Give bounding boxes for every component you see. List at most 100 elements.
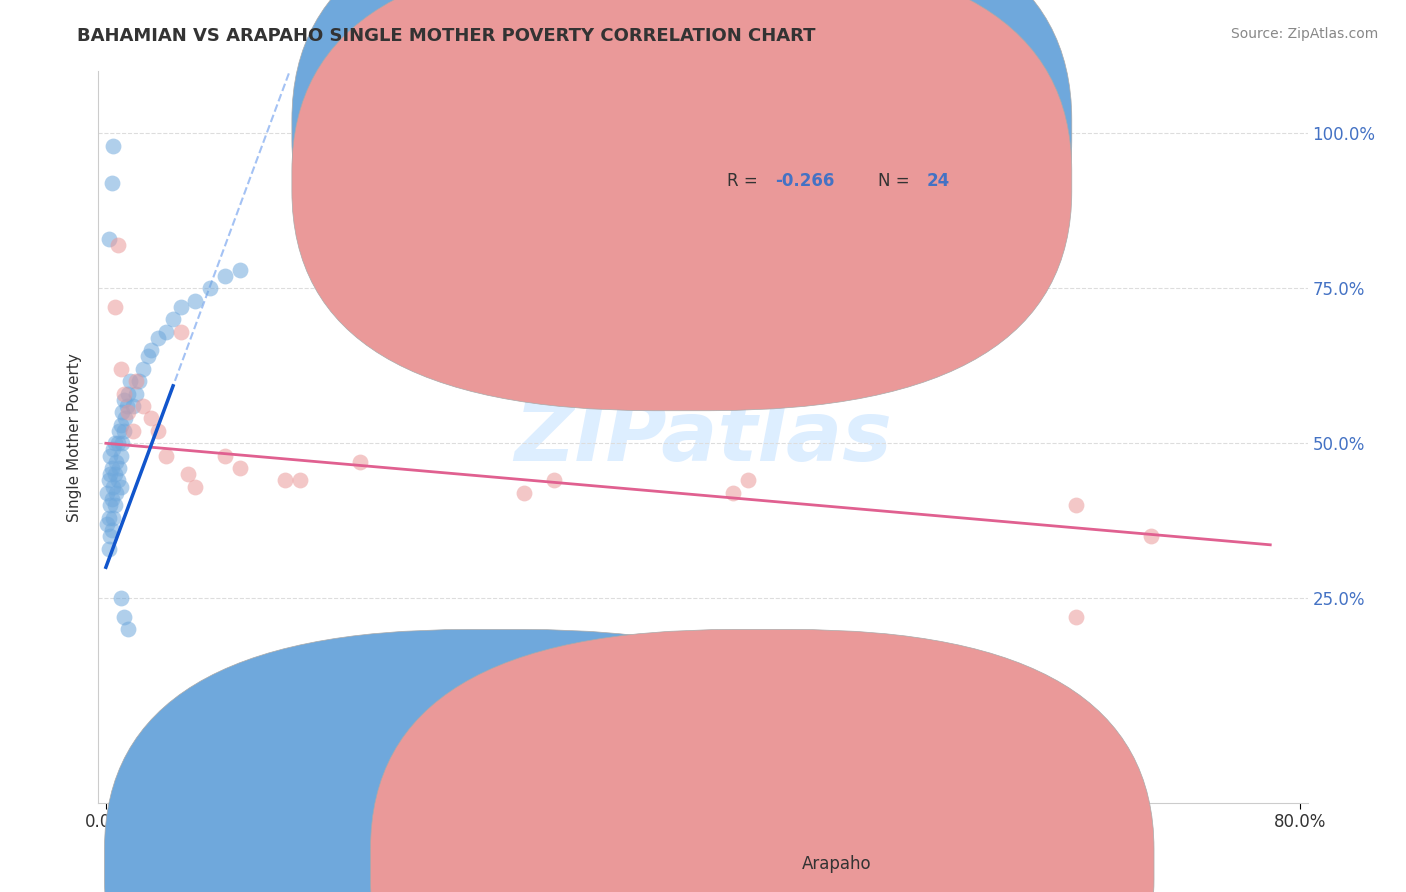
Point	[121, 424, 143, 438]
Point	[111, 405, 134, 419]
Point	[110, 417, 132, 432]
Point	[155, 449, 177, 463]
Point	[169, 300, 191, 314]
Point	[1064, 498, 1087, 512]
Point	[111, 436, 134, 450]
Point	[721, 486, 744, 500]
Point	[97, 541, 120, 556]
Point	[146, 424, 169, 438]
Point	[115, 399, 138, 413]
Point	[103, 480, 125, 494]
Point	[266, 659, 288, 673]
Point	[97, 232, 120, 246]
Point	[118, 374, 141, 388]
Text: ZIPatlas: ZIPatlas	[515, 397, 891, 477]
Point	[132, 399, 155, 413]
Text: 55: 55	[927, 121, 949, 139]
FancyBboxPatch shape	[292, 0, 1071, 410]
Text: Arapaho: Arapaho	[803, 855, 872, 873]
Text: 24: 24	[927, 172, 950, 190]
FancyBboxPatch shape	[292, 0, 1071, 359]
Point	[110, 591, 132, 606]
Point	[110, 480, 132, 494]
Point	[136, 350, 159, 364]
Point	[229, 461, 252, 475]
Point	[117, 405, 139, 419]
Point	[105, 455, 128, 469]
Point	[184, 293, 207, 308]
Text: Bahamians: Bahamians	[536, 855, 628, 873]
Point	[117, 622, 139, 636]
Point	[349, 455, 371, 469]
Point	[121, 399, 143, 413]
Point	[97, 510, 120, 524]
Point	[214, 449, 236, 463]
Point	[101, 491, 124, 506]
Point	[96, 516, 118, 531]
Point	[112, 392, 135, 407]
Point	[107, 436, 129, 450]
Point	[107, 238, 129, 252]
Point	[139, 411, 162, 425]
Point	[101, 176, 124, 190]
Point	[108, 424, 131, 438]
Point	[288, 474, 311, 488]
Point	[112, 610, 135, 624]
Point	[104, 436, 127, 450]
Point	[543, 474, 565, 488]
Text: -0.266: -0.266	[776, 172, 835, 190]
Text: Source: ZipAtlas.com: Source: ZipAtlas.com	[1230, 27, 1378, 41]
Text: N =: N =	[879, 121, 915, 139]
Point	[112, 386, 135, 401]
Point	[132, 362, 155, 376]
Point	[139, 343, 162, 358]
Text: N =: N =	[879, 172, 915, 190]
Point	[110, 362, 132, 376]
Point	[513, 486, 536, 500]
FancyBboxPatch shape	[371, 630, 1154, 892]
Point	[155, 325, 177, 339]
Point	[112, 424, 135, 438]
Point	[128, 374, 150, 388]
Point	[101, 461, 124, 475]
Point	[737, 474, 759, 488]
Point	[274, 474, 297, 488]
Point	[103, 442, 125, 457]
Point	[98, 467, 121, 482]
Point	[104, 300, 127, 314]
Point	[104, 467, 127, 482]
Point	[114, 411, 136, 425]
Point	[104, 498, 127, 512]
Point	[162, 312, 184, 326]
Text: R =: R =	[727, 172, 763, 190]
Point	[98, 529, 121, 543]
FancyBboxPatch shape	[104, 630, 889, 892]
Point	[177, 467, 200, 482]
Point	[110, 449, 132, 463]
Point	[108, 461, 131, 475]
Point	[105, 486, 128, 500]
Point	[229, 262, 252, 277]
Point	[101, 523, 124, 537]
Point	[200, 281, 222, 295]
Point	[103, 510, 125, 524]
Point	[184, 480, 207, 494]
FancyBboxPatch shape	[624, 90, 1035, 232]
Text: R =: R =	[727, 121, 763, 139]
Point	[98, 498, 121, 512]
Point	[169, 325, 191, 339]
Point	[125, 386, 148, 401]
Point	[98, 449, 121, 463]
Point	[146, 331, 169, 345]
Text: BAHAMIAN VS ARAPAHO SINGLE MOTHER POVERTY CORRELATION CHART: BAHAMIAN VS ARAPAHO SINGLE MOTHER POVERT…	[77, 27, 815, 45]
Point	[125, 374, 148, 388]
Text: 0.355: 0.355	[776, 121, 834, 139]
Point	[1064, 610, 1087, 624]
Point	[97, 474, 120, 488]
Point	[107, 474, 129, 488]
Point	[117, 386, 139, 401]
Point	[103, 138, 125, 153]
Point	[1140, 529, 1163, 543]
Y-axis label: Single Mother Poverty: Single Mother Poverty	[67, 352, 83, 522]
Point	[96, 486, 118, 500]
